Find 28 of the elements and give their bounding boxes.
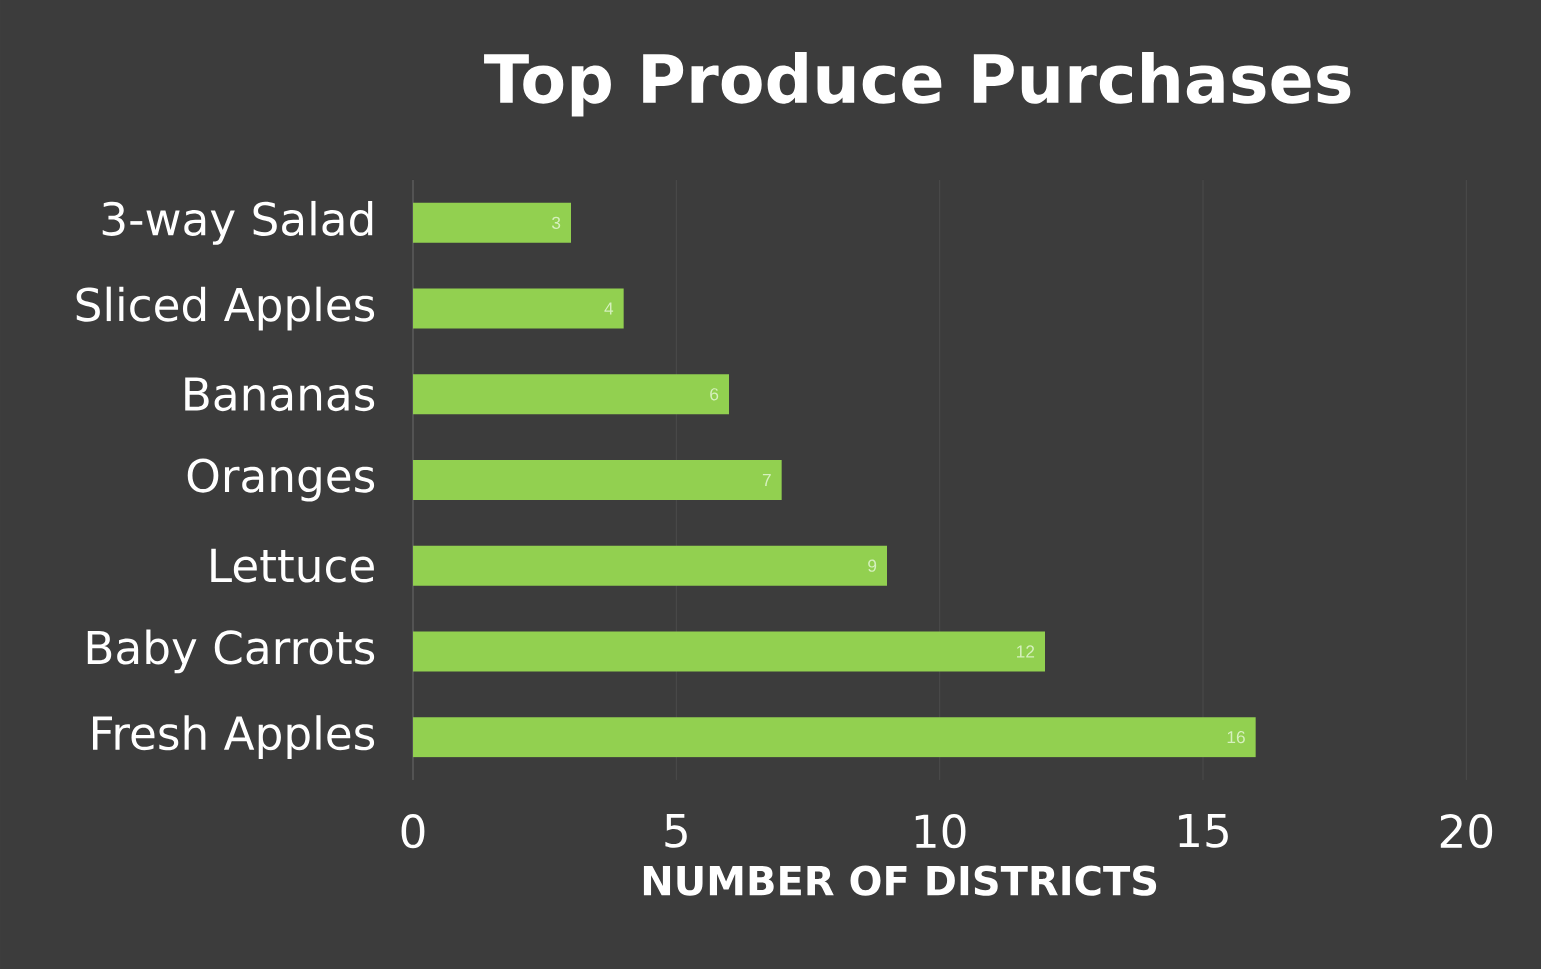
- y-tick-label: 3-way Salad: [102, 200, 373, 245]
- bar: [413, 460, 782, 500]
- x-tick-label: 20: [1440, 814, 1493, 849]
- bar: [413, 545, 888, 586]
- data-label: 3: [551, 216, 561, 229]
- x-tick-label: 10: [915, 814, 966, 849]
- x-axis-title: NUMBER OF DISTRICTS: [643, 865, 1157, 896]
- x-tick-label: 5: [665, 814, 687, 848]
- data-label: 7: [762, 474, 771, 486]
- y-tick-label: Bananas: [185, 377, 375, 412]
- data-label: 12: [1017, 645, 1035, 658]
- x-tick-label: 0: [401, 814, 425, 849]
- bar: [413, 202, 572, 243]
- x-tick-label: 15: [1179, 814, 1228, 848]
- bar: [413, 717, 1256, 758]
- data-label: 16: [1227, 730, 1245, 744]
- data-label: 4: [604, 302, 614, 315]
- y-tick-label: Sliced Apples: [76, 286, 375, 331]
- y-tick-label: Fresh Apples: [93, 715, 375, 760]
- bar: [413, 288, 624, 329]
- y-tick-label: Baby Carrots: [87, 629, 375, 674]
- data-label: 9: [868, 559, 877, 572]
- bar: [413, 374, 730, 415]
- chart-title: Top Produce Purchases: [484, 52, 1351, 117]
- data-label: 6: [710, 388, 719, 401]
- y-tick-label: Lettuce: [211, 548, 374, 583]
- y-tick-label: Oranges: [187, 458, 375, 502]
- bar: [413, 631, 1046, 672]
